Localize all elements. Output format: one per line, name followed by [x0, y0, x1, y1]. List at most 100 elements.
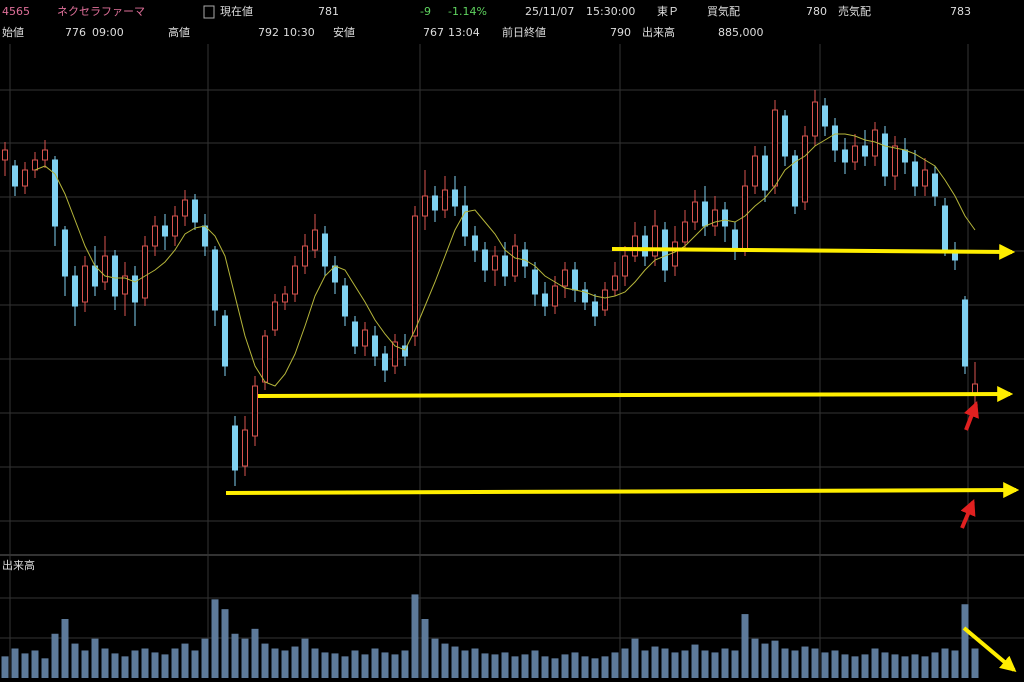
volume-bar	[411, 594, 419, 678]
candle-body	[422, 195, 428, 217]
candle-body	[342, 285, 348, 317]
volume-bar	[601, 656, 609, 678]
volume-bar	[691, 644, 699, 678]
candle-body	[252, 385, 258, 437]
volume-bar	[571, 652, 579, 678]
candle-body	[62, 229, 68, 277]
volume-bar	[221, 609, 229, 678]
arrow	[960, 499, 976, 529]
candle-body	[922, 169, 928, 187]
candle-body	[322, 233, 328, 267]
volume-bar	[621, 648, 629, 678]
candle-body	[622, 255, 628, 277]
annotations	[225, 243, 1020, 673]
value: 776	[65, 26, 86, 39]
volume-bar	[791, 650, 799, 678]
volume-bar	[381, 652, 389, 678]
volume-bar	[661, 648, 669, 678]
value: 790	[610, 26, 631, 39]
volume-bar	[431, 638, 439, 678]
volume-bar	[841, 654, 849, 678]
candle-body	[232, 425, 238, 471]
candle-body	[172, 215, 178, 237]
candle-body	[32, 159, 38, 171]
candle-body	[842, 149, 848, 163]
volume-bar	[51, 633, 59, 678]
value: 783	[950, 5, 971, 18]
volume-bar	[121, 656, 129, 678]
value: 885,000	[718, 26, 764, 39]
time: 15:30:00	[586, 5, 635, 18]
candle-body	[582, 289, 588, 303]
label: 買気配	[707, 4, 740, 18]
date: 25/11/07	[525, 5, 574, 18]
volume-bar	[671, 652, 679, 678]
candle-body	[532, 269, 538, 295]
stock-code: 4565	[2, 5, 30, 18]
candle-body	[12, 165, 18, 187]
candle-body	[592, 301, 598, 317]
candle-body	[472, 235, 478, 251]
volume-bar	[881, 652, 889, 678]
volume-bar	[231, 633, 239, 678]
candle-body	[782, 115, 788, 157]
volume-bar	[11, 648, 19, 678]
volume-bar	[351, 650, 359, 678]
candle-body	[492, 255, 498, 271]
volume-bar	[951, 650, 959, 678]
volume-bar	[401, 650, 409, 678]
candle-body	[822, 105, 828, 127]
candle-body	[752, 155, 758, 187]
volume-bar	[271, 648, 279, 678]
candle-body	[192, 199, 198, 223]
moving-average	[34, 133, 976, 387]
candle-body	[312, 229, 318, 251]
candle-body	[482, 249, 488, 271]
candle-body	[882, 133, 888, 177]
volume-bar	[241, 638, 249, 678]
volume-bar	[321, 652, 329, 678]
candle-body	[22, 169, 28, 187]
label: 安値	[333, 25, 355, 39]
time: 10:30	[283, 26, 315, 39]
volume-bar	[141, 648, 149, 678]
time: 13:04	[448, 26, 480, 39]
candle-body	[762, 155, 768, 191]
volume-bar	[971, 648, 979, 678]
volume-bar	[111, 653, 119, 678]
candle-body	[902, 149, 908, 163]
board-icon[interactable]	[203, 5, 215, 19]
volume-bar	[851, 656, 859, 678]
candle-body	[102, 255, 108, 283]
volume-bar	[711, 652, 719, 678]
candle-body	[522, 249, 528, 267]
candle-body	[812, 101, 818, 137]
volume-bar	[181, 643, 189, 678]
volume-bar	[421, 619, 429, 678]
volume-bar	[331, 653, 339, 678]
arrow	[963, 401, 979, 431]
candle-body	[452, 189, 458, 207]
candle-body	[42, 149, 48, 161]
value: 767	[423, 26, 444, 39]
volume-bar	[861, 654, 869, 678]
candle-body	[352, 321, 358, 347]
candle-body	[302, 245, 308, 267]
candle-body	[552, 285, 558, 307]
candle-body	[912, 161, 918, 187]
label: 前日終値	[502, 25, 546, 39]
volume-bar	[511, 656, 519, 678]
volume-bar	[41, 658, 49, 678]
candle-body	[262, 335, 268, 383]
volume-bar	[171, 648, 179, 678]
volume-bar	[151, 652, 159, 678]
candle-body	[742, 185, 748, 251]
candle-body	[372, 335, 378, 357]
value: -9	[420, 5, 431, 18]
volume-bar	[21, 653, 29, 678]
candle-body	[442, 189, 448, 211]
label: 始値	[2, 25, 24, 39]
volume-bar	[161, 654, 169, 678]
stock-name: ネクセラファーマ	[57, 5, 145, 18]
